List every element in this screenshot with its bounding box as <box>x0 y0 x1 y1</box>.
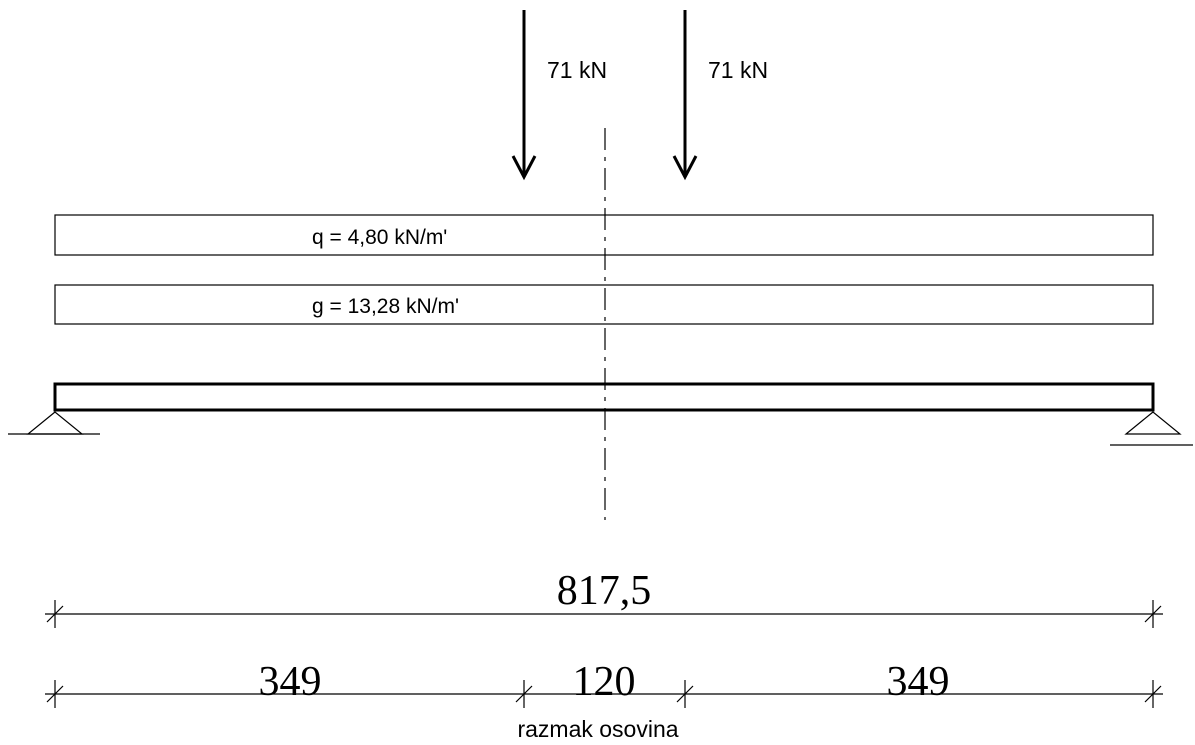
dimension-segments: 349 120 349 <box>45 659 1163 708</box>
point-load-right-label: 71 kN <box>708 57 768 83</box>
beam <box>53 382 1155 412</box>
point-load-left-label: 71 kN <box>547 57 607 83</box>
dimension-segment-right-label: 349 <box>887 659 950 705</box>
support-left-pinned <box>8 411 100 435</box>
distributed-load-g-label: g = 13,28 kN/m' <box>312 295 459 318</box>
support-right-roller <box>1110 411 1193 446</box>
point-load-right: 71 kN <box>672 10 768 181</box>
dimension-segment-left-label: 349 <box>259 659 322 705</box>
dimension-segment-middle-label: 120 <box>573 659 636 705</box>
distributed-load-q: q = 4,80 kN/m' <box>54 214 1154 256</box>
dimension-total: 817,5 <box>45 568 1163 628</box>
distributed-load-g: g = 13,28 kN/m' <box>54 284 1154 325</box>
distributed-load-q-label: q = 4,80 kN/m' <box>312 226 447 249</box>
axle-spacing-note: razmak osovina <box>517 716 678 742</box>
dimension-total-label: 817,5 <box>557 568 652 614</box>
point-load-left: 71 kN <box>511 10 607 181</box>
